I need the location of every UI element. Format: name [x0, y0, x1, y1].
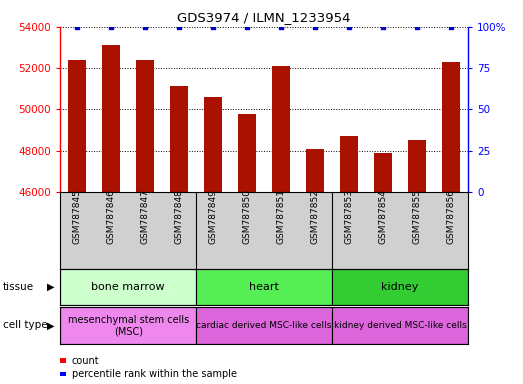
Text: tissue: tissue	[3, 282, 34, 292]
Bar	[442, 62, 460, 192]
Point	[73, 24, 82, 30]
Bar	[60, 307, 196, 344]
Bar	[306, 149, 324, 192]
Text: bone marrow: bone marrow	[92, 282, 165, 292]
Point	[379, 24, 388, 30]
Bar	[102, 45, 120, 192]
Text: cell type: cell type	[3, 320, 47, 331]
Bar	[340, 136, 358, 192]
Bar	[196, 269, 332, 305]
Bar	[136, 60, 154, 192]
Text: ▶: ▶	[48, 320, 55, 331]
Text: ▶: ▶	[48, 282, 55, 292]
Bar	[332, 269, 468, 305]
Point	[413, 24, 422, 30]
Title: GDS3974 / ILMN_1233954: GDS3974 / ILMN_1233954	[177, 11, 351, 24]
Point	[311, 24, 320, 30]
Point	[277, 24, 286, 30]
Text: heart: heart	[249, 282, 279, 292]
Bar	[196, 307, 332, 344]
Bar	[238, 114, 256, 192]
Point	[447, 24, 456, 30]
Point	[345, 24, 354, 30]
Bar	[204, 97, 222, 192]
Text: cardiac derived MSC-like cells: cardiac derived MSC-like cells	[197, 321, 332, 330]
Bar	[374, 153, 392, 192]
Bar	[68, 60, 86, 192]
Point	[141, 24, 150, 30]
Point	[209, 24, 218, 30]
Point	[175, 24, 184, 30]
Bar	[60, 269, 196, 305]
Text: mesenchymal stem cells
(MSC): mesenchymal stem cells (MSC)	[67, 314, 189, 336]
Text: count: count	[72, 356, 99, 366]
Point	[107, 24, 116, 30]
Bar	[170, 86, 188, 192]
Text: kidney derived MSC-like cells: kidney derived MSC-like cells	[334, 321, 467, 330]
Bar	[408, 141, 426, 192]
Point	[243, 24, 252, 30]
Text: kidney: kidney	[381, 282, 419, 292]
Bar	[272, 66, 290, 192]
Text: percentile rank within the sample: percentile rank within the sample	[72, 369, 236, 379]
Bar	[332, 307, 468, 344]
